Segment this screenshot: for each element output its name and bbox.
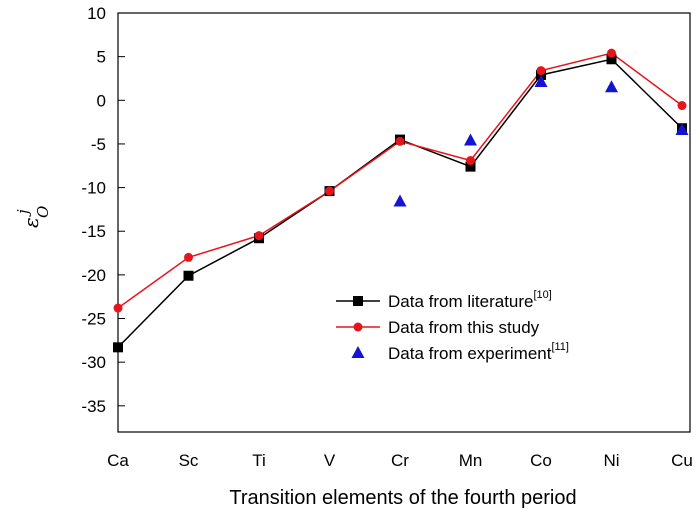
y-tick-label: 5 xyxy=(97,48,106,67)
data-point-1 xyxy=(184,252,193,262)
y-axis-subscript: O xyxy=(34,206,52,218)
data-point-2 xyxy=(393,194,407,207)
data-point-1 xyxy=(395,136,405,146)
data-point-2 xyxy=(464,133,477,146)
data-point-2 xyxy=(675,122,689,135)
data-point-0 xyxy=(113,342,123,353)
legend-marker xyxy=(353,296,363,306)
x-tick-label: Ca xyxy=(107,451,129,470)
y-tick-label: -15 xyxy=(81,222,106,241)
y-tick-label: -25 xyxy=(81,310,106,329)
legend-marker xyxy=(351,346,365,358)
data-point-1 xyxy=(325,186,334,196)
data-point-1 xyxy=(254,231,264,241)
legend-label: Data from experiment[11] xyxy=(388,341,569,363)
legend-label: Data from this study xyxy=(388,318,540,337)
y-axis-title: ε O j xyxy=(14,206,52,228)
y-axis-superscript: j xyxy=(14,209,32,217)
data-point-0 xyxy=(606,54,617,65)
legend: Data from literature[10] Data from this s… xyxy=(336,289,569,363)
data-point-0 xyxy=(183,270,194,281)
x-tick-label: Ni xyxy=(603,451,619,470)
data-point-1 xyxy=(113,303,123,313)
y-axis-symbol: ε xyxy=(19,217,43,228)
data-point-1 xyxy=(466,156,475,166)
x-tick-label: V xyxy=(324,451,336,470)
x-tick-label: Co xyxy=(530,451,552,470)
y-tick-label: -20 xyxy=(81,266,106,285)
y-tick-label: 10 xyxy=(87,4,106,23)
y-tick-label: -5 xyxy=(91,135,106,154)
x-axis-title: Transition elements of the fourth period xyxy=(229,487,576,509)
data-point-2 xyxy=(605,80,618,93)
y-tick-label: -35 xyxy=(81,397,106,416)
x-tick-label: Cu xyxy=(671,451,693,470)
data-point-1 xyxy=(536,66,546,76)
y-tick-label: 0 xyxy=(97,91,106,110)
plot-area xyxy=(117,12,691,433)
y-tick-label: -30 xyxy=(81,353,106,372)
x-tick-label: Ti xyxy=(252,451,266,470)
y-tick-label: -10 xyxy=(81,179,106,198)
legend-label: Data from literature[10] xyxy=(388,289,552,311)
data-point-2 xyxy=(534,74,548,87)
data-point-1 xyxy=(677,101,687,111)
x-tick-label: Mn xyxy=(459,451,483,470)
data-point-1 xyxy=(607,48,616,58)
legend-marker xyxy=(353,322,363,332)
x-tick-label: Sc xyxy=(179,451,199,470)
ticks: 10 5 0 -5 -10 -15 -20 -25 -30 -35 Ca Sc Ti V Cr Mn Co Ni C… xyxy=(81,4,692,470)
series-markers xyxy=(113,48,689,353)
data-point-0 xyxy=(465,161,476,172)
x-tick-label: Cr xyxy=(391,451,409,470)
